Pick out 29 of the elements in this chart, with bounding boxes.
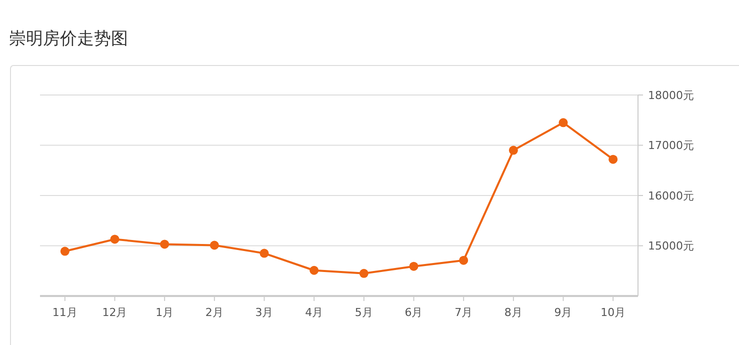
x-tick-label: 4月 bbox=[305, 306, 324, 319]
point bbox=[210, 240, 219, 250]
x-tick-label: 8月 bbox=[504, 306, 522, 319]
point bbox=[110, 234, 120, 244]
point bbox=[558, 118, 568, 128]
y-tick-label: 15000元 bbox=[648, 240, 694, 253]
x-tick-label: 1月 bbox=[156, 306, 174, 319]
x-tick-label: 6月 bbox=[404, 306, 423, 319]
y-tick-label: 18000元 bbox=[648, 88, 694, 102]
point bbox=[409, 262, 418, 271]
x-tick-label: 11月 bbox=[52, 306, 78, 319]
point bbox=[459, 256, 468, 265]
x-tick-label: 12月 bbox=[102, 306, 128, 319]
point bbox=[260, 248, 269, 258]
point bbox=[608, 154, 618, 164]
point bbox=[160, 240, 170, 249]
point bbox=[310, 266, 319, 275]
x-tick-label: 3月 bbox=[255, 306, 274, 319]
x-tick-label: 5月 bbox=[354, 306, 373, 319]
chart-title: 崇明房价走势图 bbox=[9, 29, 128, 49]
x-tick-label: 7月 bbox=[454, 306, 473, 319]
point bbox=[508, 146, 518, 155]
y-tick-label: 17000元 bbox=[648, 139, 694, 152]
y-tick-label: 16000元 bbox=[648, 189, 694, 202]
x-tick-label: 10月 bbox=[600, 306, 626, 319]
point bbox=[60, 246, 70, 256]
x-tick-label: 2月 bbox=[205, 306, 224, 319]
x-tick-label: 9月 bbox=[554, 306, 572, 319]
point bbox=[359, 268, 368, 278]
